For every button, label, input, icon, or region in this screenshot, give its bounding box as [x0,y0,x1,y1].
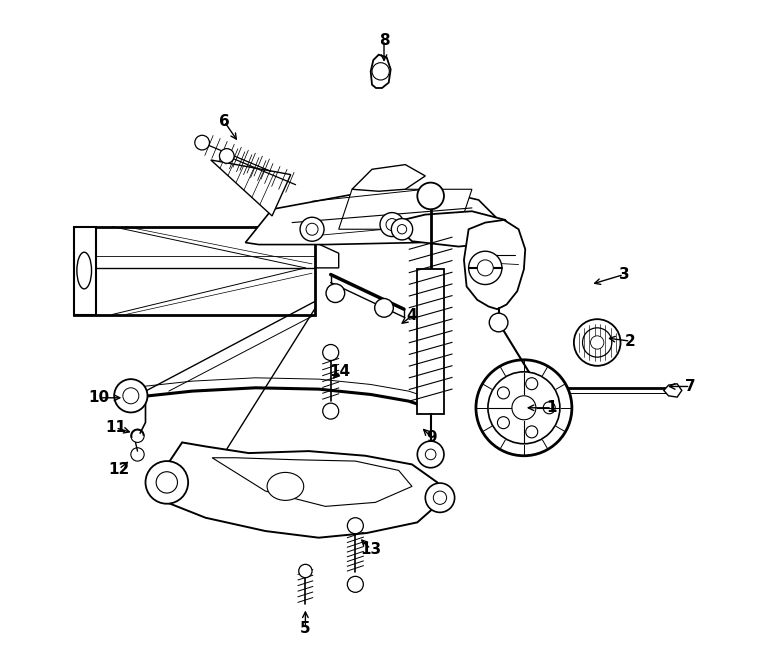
Circle shape [372,63,390,80]
Circle shape [194,135,209,150]
Circle shape [425,483,455,512]
Circle shape [299,565,312,577]
Circle shape [476,360,572,456]
Circle shape [380,213,404,237]
Text: 11: 11 [105,420,126,436]
Polygon shape [664,384,682,397]
Polygon shape [212,458,412,506]
Text: 13: 13 [360,541,381,557]
Circle shape [156,472,177,493]
Circle shape [488,372,560,444]
Circle shape [496,225,517,245]
Circle shape [583,328,612,357]
Circle shape [386,219,398,231]
Circle shape [497,387,510,399]
Circle shape [347,518,363,534]
Circle shape [574,319,620,366]
Circle shape [489,313,508,332]
Circle shape [397,225,407,234]
Circle shape [526,378,538,390]
Polygon shape [158,442,440,538]
Circle shape [469,252,502,284]
Text: 3: 3 [619,267,629,282]
Circle shape [323,345,339,361]
Text: 14: 14 [329,364,350,379]
Text: 2: 2 [625,334,636,349]
Ellipse shape [267,472,303,500]
Ellipse shape [77,252,92,289]
Polygon shape [371,55,390,88]
Polygon shape [392,211,512,247]
Polygon shape [339,189,472,229]
Circle shape [146,461,188,504]
Circle shape [306,223,318,235]
Circle shape [220,149,234,163]
Polygon shape [74,227,96,314]
Polygon shape [245,189,499,245]
Polygon shape [122,389,140,403]
Text: 9: 9 [426,430,437,446]
Text: 12: 12 [108,462,129,476]
Circle shape [114,379,147,413]
Text: 1: 1 [546,400,557,415]
Circle shape [477,260,493,276]
Circle shape [532,382,549,399]
Circle shape [590,336,604,349]
Circle shape [497,417,510,429]
Circle shape [434,491,447,504]
Polygon shape [74,227,315,314]
Circle shape [347,576,363,592]
Circle shape [326,284,345,302]
Circle shape [323,403,339,419]
Polygon shape [464,220,525,309]
Circle shape [375,298,394,317]
Polygon shape [417,269,444,415]
Text: 8: 8 [379,33,390,47]
Polygon shape [211,160,291,216]
Circle shape [526,426,538,438]
Text: 6: 6 [219,114,230,129]
Circle shape [391,219,412,240]
Text: 5: 5 [300,622,310,636]
Polygon shape [352,165,425,191]
Text: 7: 7 [685,379,695,394]
Text: 4: 4 [407,308,417,323]
Circle shape [417,441,444,468]
Circle shape [543,402,555,414]
Circle shape [123,388,139,404]
Circle shape [417,183,444,209]
Circle shape [425,449,436,460]
Circle shape [512,396,536,419]
Circle shape [300,217,324,242]
Text: 10: 10 [89,390,110,405]
